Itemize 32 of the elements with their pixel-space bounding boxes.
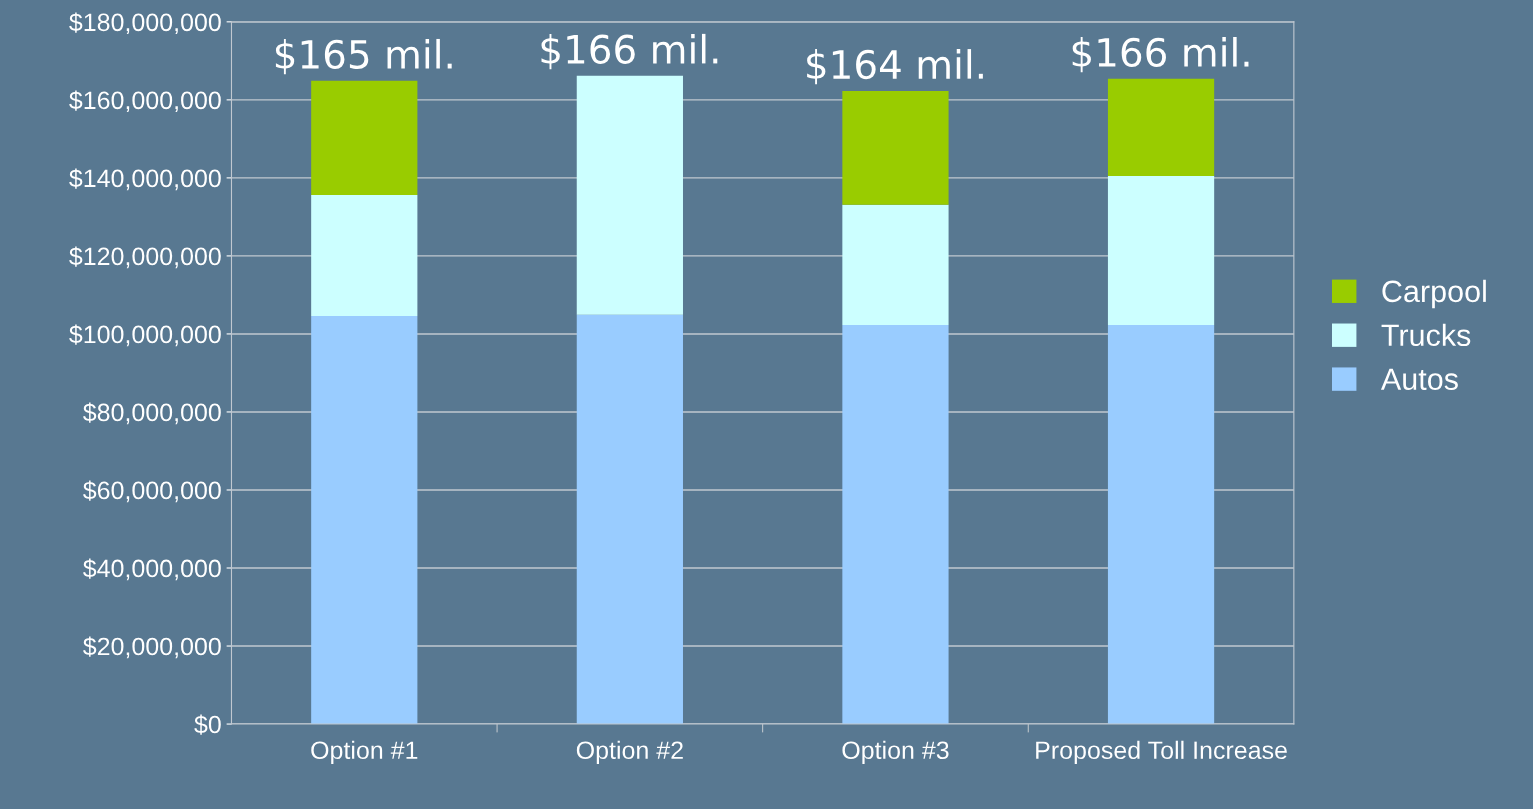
y-tick-label: $180,000,000 — [69, 12, 221, 35]
annotation: $166 mil. — [1072, 37, 1249, 73]
bar — [1107, 78, 1215, 176]
bar — [1107, 324, 1215, 725]
y-tick-label: $0 — [194, 714, 221, 735]
annotation: $164 mil. — [807, 49, 983, 85]
bar — [842, 324, 949, 725]
y-tick-label: $20,000,000 — [83, 636, 221, 659]
y-tick-label: $40,000,000 — [83, 558, 221, 581]
x-tick-label: Option #1 — [311, 740, 418, 765]
y-tick-label: $80,000,000 — [83, 402, 221, 425]
annotation: $166 mil. — [541, 33, 718, 70]
bar — [576, 314, 683, 725]
x-tick-label: Option #2 — [576, 740, 683, 765]
bar — [1107, 175, 1215, 325]
bar — [311, 80, 418, 196]
legend-label: Carpool — [1382, 279, 1486, 309]
x-tick-label: Proposed Toll Increase — [1036, 740, 1287, 765]
bar — [311, 195, 418, 316]
y-tick-label: $120,000,000 — [69, 246, 221, 269]
y-tick-label: $60,000,000 — [83, 480, 221, 503]
annotation: $165 mil. — [275, 38, 452, 75]
x-tick-label: Option #3 — [842, 740, 949, 765]
legend-label: Autos — [1380, 368, 1458, 391]
bar — [311, 315, 418, 725]
y-tick-label: $140,000,000 — [69, 168, 221, 191]
bar — [842, 90, 949, 205]
y-tick-label: $100,000,000 — [69, 324, 221, 347]
bar — [576, 75, 683, 315]
legend-label: Trucks — [1381, 323, 1471, 347]
bar — [842, 204, 949, 325]
y-tick-label: $160,000,000 — [69, 90, 221, 113]
